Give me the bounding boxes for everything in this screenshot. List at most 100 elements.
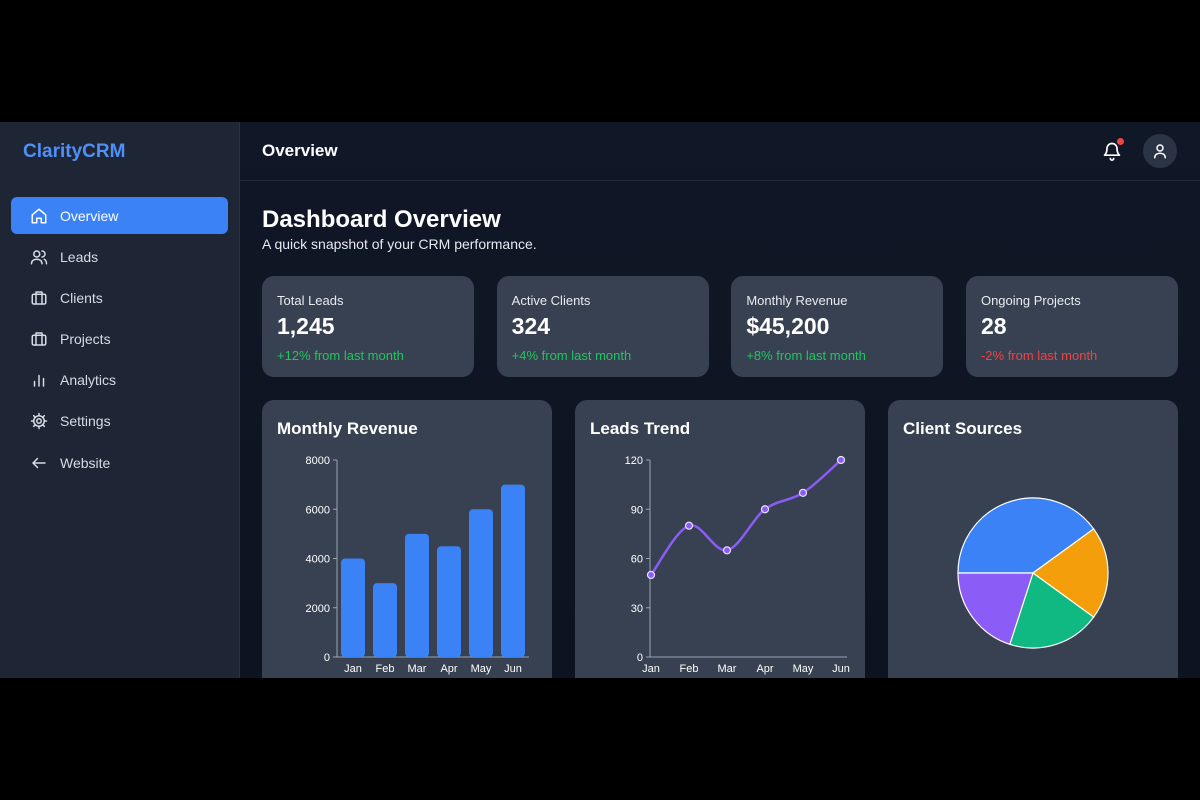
pie-chart (957, 497, 1109, 649)
chart-title: Monthly Revenue (277, 419, 418, 438)
stat-value: 324 (511, 313, 551, 339)
line-chart: 0 30 60 90 120 Jan Feb Mar Apr May Jun (625, 455, 850, 675)
sidebar-item-clients[interactable]: Clients (11, 279, 228, 316)
stat-change: -2% from last month (980, 348, 1098, 363)
x-tick-label: Apr (440, 663, 457, 675)
main-content: Overview Dashboard Overview A quick snap… (240, 122, 1200, 678)
chart-title: Leads Trend (590, 419, 691, 438)
pie-slice (957, 497, 1095, 574)
chart-card-client-sources: Client Sources (888, 400, 1178, 678)
x-tick-label: Jun (832, 663, 850, 675)
x-tick-label: Feb (376, 663, 395, 675)
x-tick-label: Feb (680, 663, 699, 675)
bar (341, 558, 365, 657)
bar (373, 583, 397, 657)
data-point (684, 521, 694, 530)
y-tick-label: 30 (631, 603, 643, 615)
stat-card-monthly-revenue: Monthly Revenue $45,200 +8% from last mo… (731, 276, 944, 377)
briefcase-icon (31, 332, 47, 346)
chart-title: Client Sources (903, 419, 1023, 438)
x-tick-label: Mar (408, 663, 427, 675)
stat-label: Monthly Revenue (746, 293, 848, 308)
y-tick-label: 0 (637, 652, 643, 664)
data-point (836, 455, 846, 465)
sidebar-nav: Overview Leads Clients Projects Analytic… (11, 197, 228, 485)
sidebar: ClarityCRM Overview Leads Clients Projec… (0, 122, 240, 678)
bar (501, 484, 525, 657)
x-tick-label: Apr (756, 663, 773, 675)
page-title: Dashboard Overview (262, 206, 501, 233)
sidebar-item-settings[interactable]: Settings (11, 403, 228, 440)
chart-card-leads-trend: Leads Trend 0 30 60 90 120 Jan Feb Mar Apr May Jun (575, 400, 865, 678)
arrow-left-icon (32, 457, 46, 468)
x-tick-label: Jan (642, 663, 660, 675)
bar-chart-icon (33, 375, 45, 387)
x-tick-label: Jun (504, 663, 522, 675)
stat-change: +8% from last month (746, 348, 866, 363)
charts-row: Monthly Revenue 0 2000 4000 6000 8000 Jan Feb M… (262, 400, 1178, 678)
gear-icon (30, 413, 48, 430)
y-tick-label: 6000 (306, 504, 330, 516)
bell-icon[interactable] (1102, 141, 1122, 161)
x-tick-label: Jan (344, 663, 362, 675)
page-subtitle: A quick snapshot of your CRM performance… (262, 236, 537, 252)
stat-card-ongoing-projects: Ongoing Projects 28 -2% from last month (965, 276, 1178, 377)
pie-slice (1031, 528, 1109, 618)
data-point (760, 505, 770, 514)
stat-value: 1,245 (277, 313, 335, 339)
bar-chart: 0 2000 4000 6000 8000 Jan Feb Mar Apr May Jun (306, 455, 529, 675)
stat-label: Active Clients (511, 293, 591, 308)
sidebar-item-label: Analytics (60, 372, 117, 389)
y-tick-label: 2000 (306, 603, 330, 615)
stat-change: +4% from last month (511, 348, 632, 363)
sidebar-item-label: Clients (60, 289, 103, 306)
sidebar-item-projects[interactable]: Projects (11, 321, 228, 358)
x-tick-label: May (471, 663, 492, 675)
avatar[interactable] (1143, 134, 1177, 168)
sidebar-item-label: Overview (60, 207, 119, 224)
bar (469, 509, 493, 657)
briefcase-icon (31, 291, 47, 305)
bar (405, 533, 429, 657)
sidebar-item-label: Leads (60, 248, 99, 265)
stat-change: +12% from last month (277, 348, 404, 363)
stats-row: Total Leads 1,245 +12% from last month A… (262, 276, 1178, 377)
data-point (798, 488, 808, 497)
user-icon (1154, 144, 1166, 159)
y-tick-label: 120 (625, 455, 643, 467)
sidebar-item-website[interactable]: Website (11, 444, 228, 481)
sidebar-item-label: Website (60, 454, 111, 471)
y-tick-label: 8000 (306, 455, 330, 467)
y-tick-label: 90 (631, 504, 643, 516)
stat-value: $45,200 (746, 313, 830, 339)
data-point (646, 570, 656, 580)
data-point (722, 546, 732, 555)
sidebar-item-overview[interactable]: Overview (11, 197, 228, 234)
home-icon (31, 208, 47, 223)
pie-slice (957, 572, 1034, 646)
y-tick-label: 4000 (306, 554, 330, 566)
stat-card-total-leads: Total Leads 1,245 +12% from last month (262, 276, 474, 377)
app-logo[interactable]: ClarityCRM (23, 141, 126, 162)
stat-label: Ongoing Projects (980, 293, 1081, 308)
pie-slice (1009, 572, 1095, 649)
sidebar-item-leads[interactable]: Leads (11, 238, 228, 275)
y-tick-label: 0 (324, 652, 330, 664)
chart-card-monthly-revenue: Monthly Revenue 0 2000 4000 6000 8000 Jan Feb M… (262, 400, 552, 678)
app-window: ClarityCRM Overview Leads Clients Projec… (0, 122, 1200, 678)
users-icon (30, 249, 48, 265)
top-bar: Overview (240, 122, 1200, 181)
sidebar-item-analytics[interactable]: Analytics (11, 362, 228, 399)
sidebar-item-label: Projects (60, 331, 111, 348)
x-tick-label: Mar (718, 663, 737, 675)
sidebar-item-label: Settings (60, 413, 111, 430)
series-line (649, 459, 842, 576)
stat-label: Total Leads (277, 293, 344, 308)
bar (437, 546, 461, 657)
x-tick-label: May (793, 663, 814, 675)
notification-badge (1117, 138, 1124, 145)
stat-card-active-clients: Active Clients 324 +4% from last month (496, 276, 709, 377)
stat-value: 28 (980, 313, 1007, 339)
header-title: Overview (262, 141, 338, 160)
y-tick-label: 60 (631, 554, 643, 566)
